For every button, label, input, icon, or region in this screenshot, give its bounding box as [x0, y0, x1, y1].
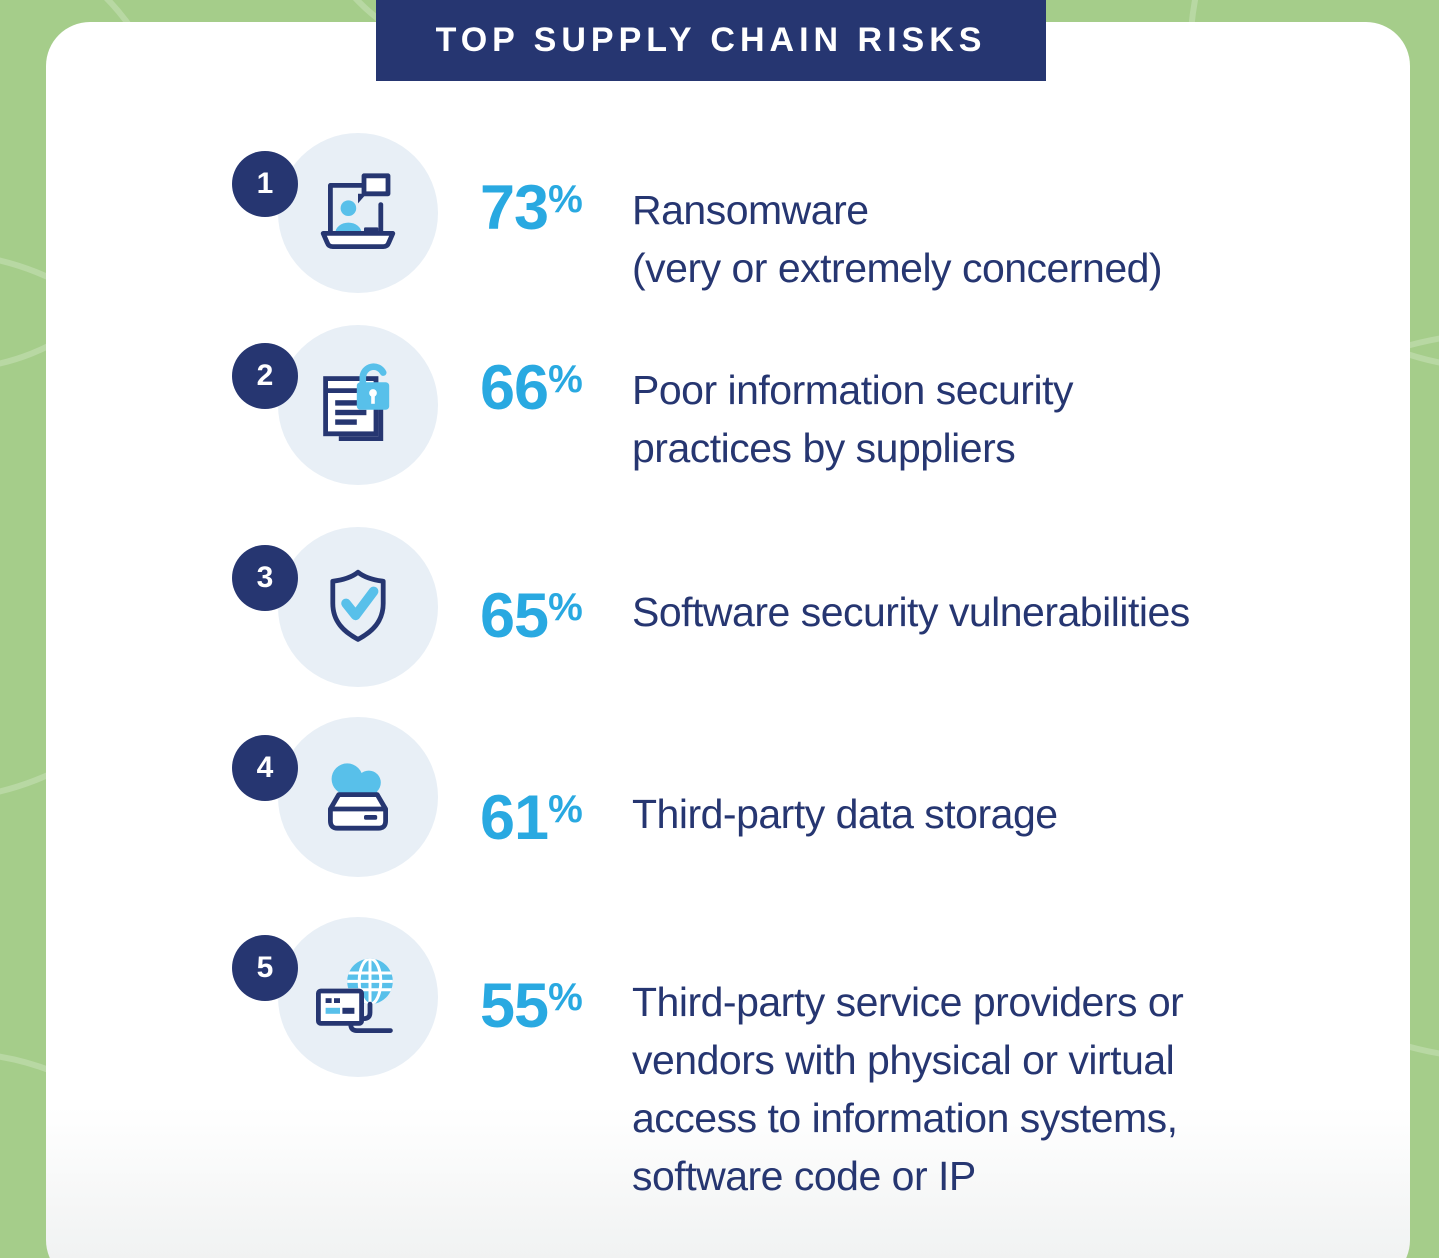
percent-sign: % — [548, 586, 583, 629]
percent-sign: % — [548, 358, 583, 401]
percent-sign: % — [548, 788, 583, 831]
rank-number: 2 — [256, 359, 274, 392]
percent-sign: % — [548, 976, 583, 1019]
title-banner: TOP SUPPLY CHAIN RISKS — [376, 0, 1046, 81]
percent-number: 73 — [480, 173, 549, 243]
rank-badge: 2 — [232, 343, 298, 409]
rank-badge: 1 — [232, 151, 298, 217]
rank-number: 4 — [256, 751, 274, 784]
risk-description: Third-party data storage — [632, 785, 1058, 843]
percent-sign: % — [548, 178, 583, 221]
percent-number: 61 — [480, 783, 549, 853]
rank-badge: 3 — [232, 545, 298, 611]
percent-number: 55 — [480, 971, 549, 1041]
risk-item: 2 66% Poor information security practices… — [0, 325, 1439, 485]
risk-description-line: vendors with physical or virtual — [632, 1037, 1175, 1083]
risk-description-line: (very or extremely concerned) — [632, 245, 1163, 291]
risk-description: Third-party service providers or vendors … — [632, 973, 1184, 1205]
globe-computer-icon — [278, 917, 438, 1077]
laptop-video-call-icon — [278, 133, 438, 293]
risk-description: Poor information security practices by su… — [632, 361, 1073, 477]
percent-number: 66 — [480, 353, 549, 423]
rank-number: 1 — [256, 167, 274, 200]
risk-item: 5 55% Third-party service providers or ve… — [0, 917, 1439, 1199]
document-lock-icon — [278, 325, 438, 485]
risk-description: Ransomware (very or extremely concerned) — [632, 181, 1163, 297]
cloud-storage-icon — [278, 717, 438, 877]
percent-value: 55% — [480, 975, 583, 1038]
percent-value: 61% — [480, 787, 583, 850]
shield-check-icon — [278, 527, 438, 687]
risk-description-line: Third-party data storage — [632, 791, 1058, 837]
risk-item: 3 65% Software security vulnerabilities — [0, 527, 1439, 687]
risk-description-line: Third-party service providers or — [632, 979, 1184, 1025]
rank-number: 3 — [256, 561, 274, 594]
risk-description-line: practices by suppliers — [632, 425, 1016, 471]
percent-value: 65% — [480, 585, 583, 648]
percent-number: 65 — [480, 581, 549, 651]
rank-badge: 4 — [232, 735, 298, 801]
rank-number: 5 — [256, 951, 274, 984]
risk-description-line: Ransomware — [632, 187, 869, 233]
risk-item: 1 73% Ransomware (very or extremely conce… — [0, 133, 1439, 293]
risk-item: 4 61% Third-party data storage — [0, 717, 1439, 877]
risk-description-line: Software security vulnerabilities — [632, 589, 1190, 635]
rank-badge: 5 — [232, 935, 298, 1001]
page-title: TOP SUPPLY CHAIN RISKS — [435, 21, 987, 59]
risk-description-line: software code or IP — [632, 1153, 976, 1199]
risk-description-line: Poor information security — [632, 367, 1073, 413]
percent-value: 66% — [480, 357, 583, 420]
risk-description: Software security vulnerabilities — [632, 583, 1190, 641]
risk-description-line: access to information systems, — [632, 1095, 1178, 1141]
percent-value: 73% — [480, 177, 583, 240]
card — [46, 22, 1410, 1258]
